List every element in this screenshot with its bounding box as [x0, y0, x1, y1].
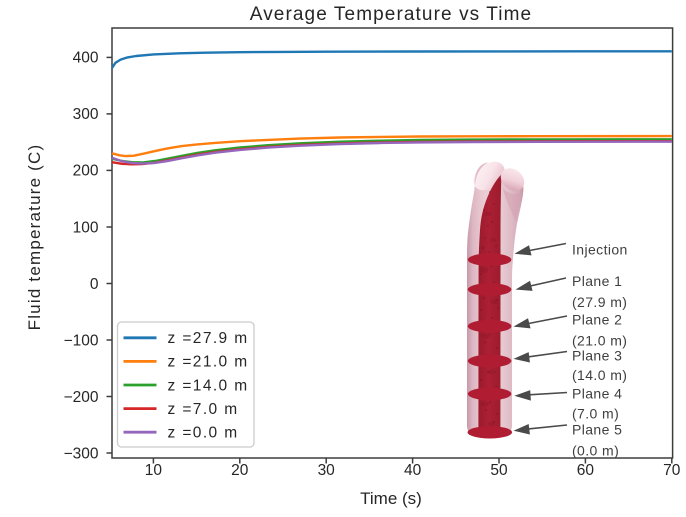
svg-text:200: 200	[73, 163, 99, 180]
svg-text:z =7.0 m: z =7.0 m	[168, 401, 239, 418]
svg-text:−100: −100	[64, 332, 99, 349]
svg-text:z =21.0 m: z =21.0 m	[168, 354, 249, 371]
svg-text:(0.0 m): (0.0 m)	[572, 443, 619, 459]
svg-text:Plane 2: Plane 2	[572, 312, 622, 328]
svg-text:(27.9 m): (27.9 m)	[572, 294, 627, 310]
svg-text:Plane 1: Plane 1	[572, 273, 622, 289]
svg-text:Plane 5: Plane 5	[572, 422, 622, 438]
svg-text:(14.0 m): (14.0 m)	[572, 367, 627, 383]
svg-text:(21.0 m): (21.0 m)	[572, 333, 627, 349]
svg-text:10: 10	[145, 462, 163, 479]
svg-text:300: 300	[73, 106, 99, 123]
svg-text:100: 100	[73, 219, 99, 236]
svg-text:Plane 3: Plane 3	[572, 348, 622, 364]
svg-text:Injection: Injection	[572, 242, 628, 258]
svg-text:60: 60	[577, 462, 595, 479]
svg-text:z =27.9 m: z =27.9 m	[168, 330, 249, 347]
svg-text:70: 70	[663, 462, 681, 479]
svg-text:(7.0 m): (7.0 m)	[572, 406, 619, 422]
svg-text:Time (s): Time (s)	[360, 489, 422, 508]
svg-text:−200: −200	[64, 389, 99, 406]
svg-text:z =0.0 m: z =0.0 m	[168, 425, 239, 442]
svg-text:Fluid temperature (C): Fluid temperature (C)	[25, 144, 44, 331]
svg-text:z =14.0 m: z =14.0 m	[168, 377, 249, 394]
svg-text:30: 30	[318, 462, 336, 479]
svg-text:0: 0	[90, 276, 99, 293]
svg-text:40: 40	[404, 462, 422, 479]
svg-text:Average Temperature vs Time: Average Temperature vs Time	[250, 4, 532, 25]
svg-text:20: 20	[231, 462, 249, 479]
svg-text:−300: −300	[64, 445, 99, 462]
svg-text:Plane 4: Plane 4	[572, 386, 622, 402]
svg-text:50: 50	[490, 462, 508, 479]
svg-text:400: 400	[73, 50, 99, 67]
